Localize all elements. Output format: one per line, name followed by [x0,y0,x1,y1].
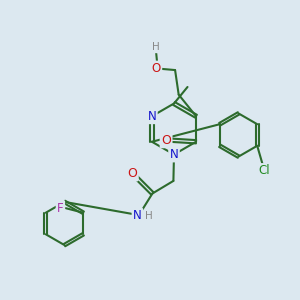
Text: H: H [145,211,152,221]
Text: N: N [133,209,142,222]
Text: Cl: Cl [258,164,270,178]
Text: O: O [152,62,161,75]
Text: O: O [128,167,137,180]
Text: F: F [57,202,64,215]
Text: N: N [169,148,178,161]
Text: N: N [148,110,156,123]
Text: H: H [152,42,160,52]
Text: O: O [161,134,171,147]
